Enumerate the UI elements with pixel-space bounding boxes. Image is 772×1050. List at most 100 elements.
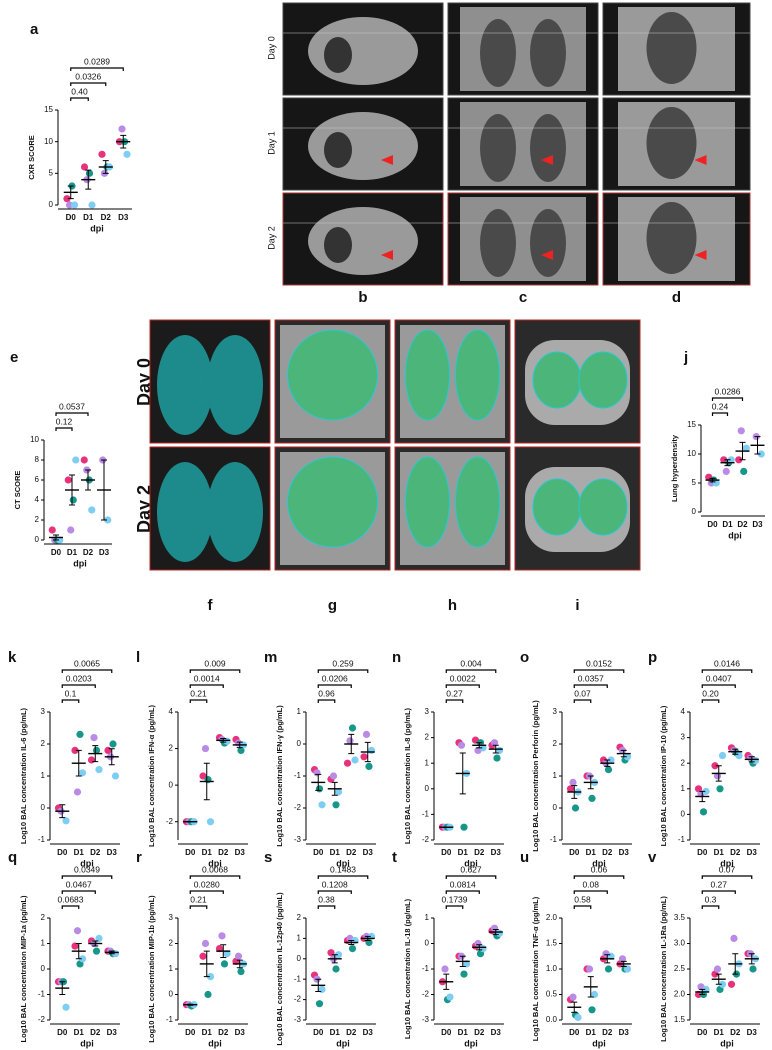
scan-lung — [324, 132, 352, 168]
data-point — [623, 965, 632, 973]
data-point — [474, 939, 482, 948]
error-bar — [571, 785, 578, 799]
lung-seg — [455, 456, 500, 548]
data-point — [80, 163, 89, 171]
panel-letter: s — [264, 849, 272, 866]
comparison-bracket — [189, 699, 208, 703]
y-tick-label: -1 — [422, 964, 430, 973]
error-bar — [699, 790, 706, 803]
data-point — [206, 818, 215, 826]
data-point — [569, 993, 577, 1001]
data-point — [201, 939, 210, 948]
y-tick-label: 4 — [681, 707, 686, 716]
comparison-bracket — [573, 875, 625, 879]
scan-lung — [324, 37, 352, 73]
panel-letter: e — [10, 349, 18, 366]
scan-lung — [324, 227, 352, 263]
y-tick-label: 2 — [41, 913, 46, 922]
comparison-bracket — [189, 684, 224, 688]
x-tick-label: D2 — [90, 1028, 101, 1037]
y-tick-label: 0 — [35, 535, 40, 544]
lung-seg — [287, 329, 378, 421]
x-tick-label: D3 — [752, 520, 763, 529]
data-point — [618, 955, 627, 963]
data-point — [70, 201, 79, 209]
x-axis-title: dpi — [592, 858, 606, 868]
y-tick-label: 10 — [687, 449, 696, 458]
error-bar — [587, 976, 594, 998]
comparison-bracket — [61, 699, 80, 703]
x-tick-label: D1 — [83, 213, 94, 222]
y-axis-title: CXR SCORE — [27, 135, 36, 180]
x-axis-title: dpi — [728, 530, 742, 540]
comparison-bracket — [317, 669, 369, 673]
data-point — [727, 980, 736, 988]
y-tick-label: 0 — [425, 784, 430, 793]
error-bar — [92, 940, 99, 947]
data-point — [95, 934, 103, 943]
x-tick-label: D2 — [474, 1028, 485, 1037]
x-tick-label: D3 — [235, 848, 246, 857]
y-tick-label: 0 — [297, 739, 302, 748]
x-axis-title: dpi — [208, 1038, 222, 1048]
data-point — [713, 772, 722, 780]
row-label: Day 0 — [134, 358, 154, 406]
data-point — [460, 823, 468, 831]
data-point — [441, 965, 449, 973]
comparison-bracket — [711, 397, 744, 401]
scan-lung — [480, 114, 516, 182]
error-bar — [604, 759, 611, 767]
data-point — [740, 467, 748, 475]
data-point — [199, 772, 207, 780]
y-tick-label: 3.0 — [674, 939, 686, 948]
y-tick-label: -2 — [166, 817, 174, 826]
p-value: 0.0289 — [84, 56, 110, 66]
error-bar — [315, 978, 322, 992]
p-value: 0.009 — [204, 658, 226, 668]
x-tick-label: D1 — [586, 848, 597, 857]
y-tick-label: 1 — [425, 758, 430, 767]
lung-seg — [405, 456, 450, 548]
y-tick-label: -1 — [294, 974, 302, 983]
data-point — [73, 927, 82, 935]
p-value: 0.20 — [702, 688, 719, 698]
data-point — [604, 766, 613, 774]
panel-letter: q — [8, 849, 17, 866]
x-tick-label: D0 — [313, 1028, 324, 1037]
x-tick-label: D2 — [218, 1028, 229, 1037]
comparison-bracket — [701, 669, 753, 673]
lung-3d — [207, 462, 263, 562]
y-tick-label: 0 — [553, 803, 558, 812]
lung-seg — [578, 478, 628, 536]
data-point — [62, 1003, 70, 1011]
y-tick-label: 2 — [553, 739, 558, 748]
y-tick-label: 0 — [425, 939, 430, 948]
data-point — [123, 150, 131, 158]
y-tick-label: 1.5 — [674, 1015, 686, 1024]
p-value: 0.1 — [65, 688, 77, 698]
error-bar — [236, 959, 243, 969]
error-bar — [220, 944, 227, 959]
y-tick-label: 1 — [681, 784, 686, 793]
x-tick-label: D1 — [458, 848, 469, 857]
data-point — [95, 766, 103, 774]
data-point — [571, 804, 580, 812]
x-tick-label: D2 — [602, 848, 613, 857]
x-tick-label: D1 — [714, 848, 725, 857]
x-axis-title: dpi — [80, 1038, 94, 1048]
scan-lung — [646, 107, 697, 179]
comparison-bracket — [70, 82, 107, 86]
y-tick-label: 5 — [49, 168, 54, 177]
lung-3d — [157, 335, 213, 435]
comparison-bracket — [189, 669, 241, 673]
y-tick-label: 2 — [681, 758, 686, 767]
data-point — [574, 1013, 582, 1022]
y-tick-label: 3 — [169, 913, 174, 922]
p-value: 0.58 — [574, 894, 591, 904]
scan-lung — [530, 114, 566, 182]
error-bar — [203, 762, 210, 801]
comparison-bracket — [55, 412, 89, 416]
data-point — [699, 808, 708, 816]
error-bar — [187, 1003, 194, 1006]
